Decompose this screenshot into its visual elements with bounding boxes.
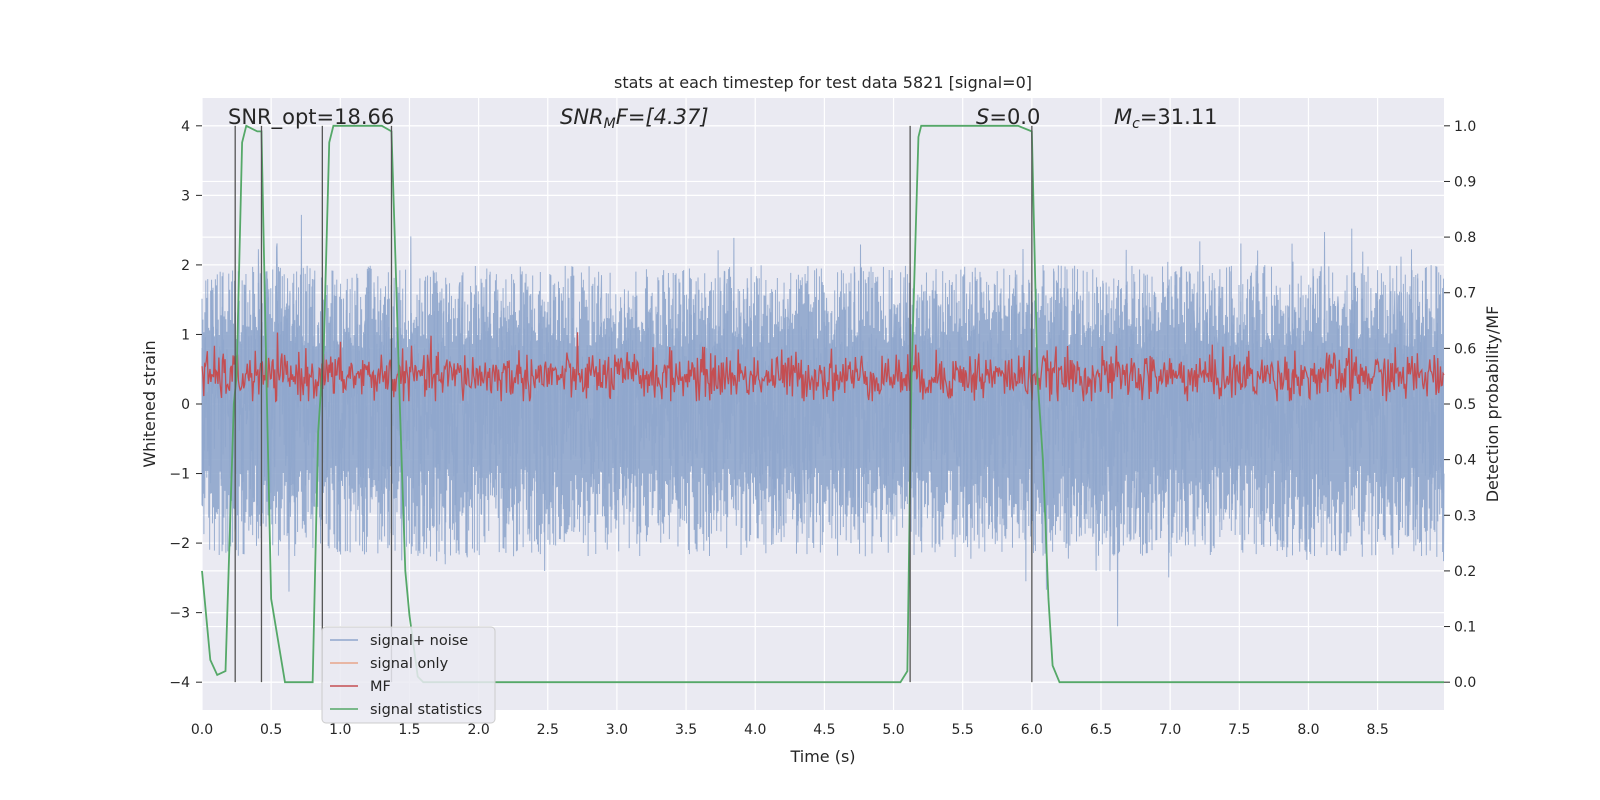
y-tick-label: 1 (181, 327, 190, 343)
s-label: S (976, 105, 989, 129)
y2-tick-label: 0.7 (1454, 286, 1476, 302)
y2-tick-label: 1.0 (1454, 119, 1476, 135)
x-tick-label: 0.5 (260, 722, 282, 738)
s-annotation: S=0.0 (976, 105, 1040, 129)
mc-value: =31.11 (1140, 105, 1218, 129)
snr-opt-annotation: SNR_opt=18.66 (228, 105, 394, 130)
x-axis-label: Time (s) (789, 747, 855, 766)
y-tick-label: −2 (169, 536, 190, 552)
x-tick-label: 2.0 (467, 722, 489, 738)
snr-mf-sub: M (604, 116, 616, 132)
s-value: =0.0 (989, 105, 1040, 129)
y-tick-label: −4 (169, 675, 190, 691)
snr-mf-main: SNR (560, 105, 604, 129)
y-tick-label: 0 (181, 397, 190, 413)
y-tick-label: 4 (181, 119, 190, 135)
x-tick-label: 4.5 (813, 722, 835, 738)
y2-tick-label: 0.1 (1454, 620, 1476, 636)
x-tick-label: 3.5 (675, 722, 697, 738)
x-tick-label: 8.5 (1366, 722, 1388, 738)
y2-ticks: 1.0 0.9 0.8 0.7 0.6 0.5 0.4 0.3 0.2 0.1 0.0 (1444, 119, 1476, 691)
x-tick-label: 6.5 (1090, 722, 1112, 738)
y2-tick-label: 0.9 (1454, 174, 1476, 190)
mf-line (201, 332, 1445, 403)
y2-axis-label: Detection probability/MF (1483, 306, 1502, 503)
y-tick-label: 3 (181, 188, 190, 204)
legend-label-signal-only: signal only (370, 656, 449, 672)
y-tick-label: 2 (181, 258, 190, 274)
x-tick-label: 3.0 (606, 722, 628, 738)
y2-tick-label: 0.5 (1454, 397, 1476, 413)
x-tick-label: 8.0 (1297, 722, 1319, 738)
mc-sub: c (1132, 116, 1140, 132)
y2-tick-label: 0.4 (1454, 453, 1476, 469)
x-tick-label: 5.5 (952, 722, 974, 738)
mf-series (201, 332, 1445, 403)
y2-tick-label: 0.8 (1454, 230, 1476, 246)
y2-tick-label: 0.3 (1454, 508, 1476, 524)
x-tick-label: 4.0 (744, 722, 766, 738)
signal-statistics-line (201, 124, 1444, 684)
legend-label-signal-noise: signal+ noise (370, 633, 468, 649)
signal-statistics-series (201, 124, 1444, 684)
snr-mf-annotation: SNRMF=[4.37] (560, 105, 709, 132)
legend-box (321, 626, 496, 724)
y-axis-label: Whitened strain (140, 340, 159, 467)
legend-label-mf: MF (370, 679, 391, 695)
mc-main: M (1114, 105, 1132, 129)
x-tick-label: 2.5 (537, 722, 559, 738)
legend: signal+ noise signal only MF signal stat… (321, 626, 496, 724)
chart-title: stats at each timestep for test data 582… (614, 73, 1032, 92)
x-tick-label: 5.0 (882, 722, 904, 738)
x-tick-label: 6.0 (1021, 722, 1043, 738)
y-tick-label: −3 (169, 606, 190, 622)
vertical-markers (234, 125, 1033, 683)
y2-tick-label: 0.6 (1454, 341, 1476, 357)
x-tick-label: 0.0 (191, 722, 213, 738)
y2-tick-label: 0.0 (1454, 675, 1476, 691)
x-tick-label: 7.5 (1228, 722, 1250, 738)
y-ticks: 4 3 2 1 0 −1 −2 −3 −4 (169, 119, 202, 691)
y2-tick-label: 0.2 (1454, 564, 1476, 580)
y-tick-label: −1 (169, 467, 190, 483)
snr-mf-f: F=[4.37] (616, 105, 709, 129)
x-tick-label: 1.5 (398, 722, 420, 738)
mc-annotation: Mc=31.11 (1114, 105, 1218, 132)
x-tick-label: 1.0 (329, 722, 351, 738)
legend-label-signal-statistics: signal statistics (370, 702, 482, 718)
x-ticks: 0.0 0.5 1.0 1.5 2.0 2.5 3.0 3.5 4.0 4.5 5.0 5.5 6.0 6… (191, 722, 1389, 738)
x-tick-label: 7.0 (1159, 722, 1181, 738)
